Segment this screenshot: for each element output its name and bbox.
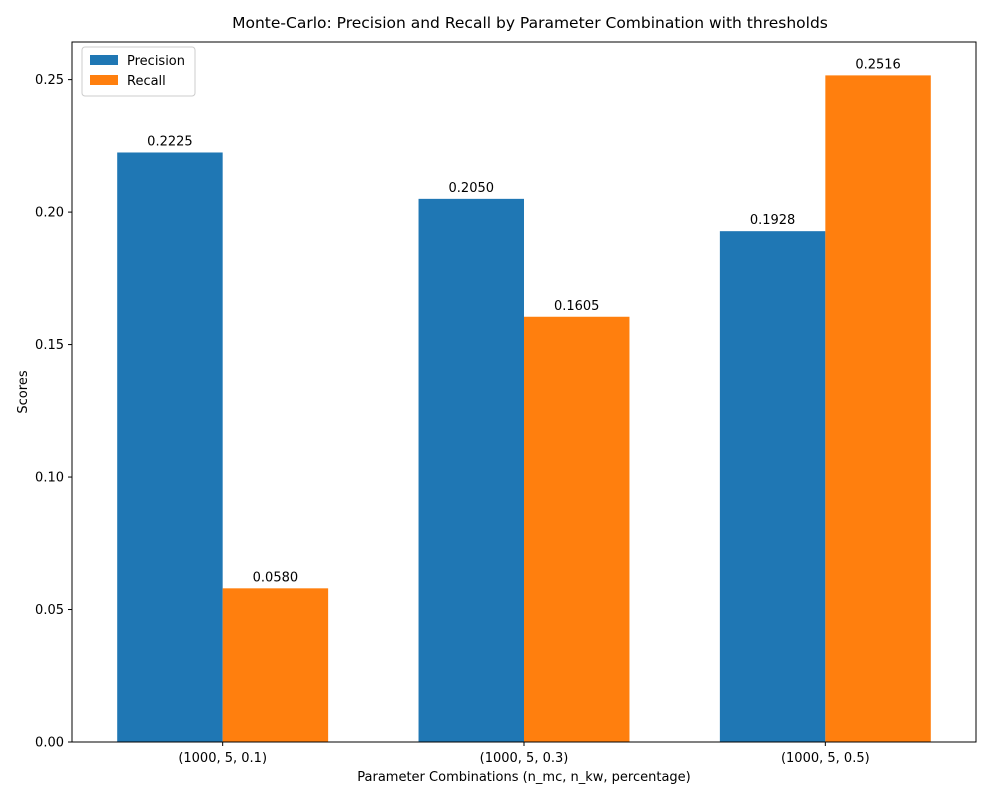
x-axis: (1000, 5, 0.1) (1000, 5, 0.3) (1000, 5, 0.… <box>178 742 870 766</box>
x-tick-label-3: (1000, 5, 0.5) <box>781 751 870 766</box>
y-tick-label-1: 0.00 <box>35 736 64 751</box>
bar-precision-3 <box>719 231 826 742</box>
data-label-precision-3: 0.1928 <box>750 213 796 228</box>
data-labels-layer: 0.2225 0.0580 0.2050 0.1605 0.1928 0.2516 <box>147 57 901 585</box>
y-tick-label-2: 0.05 <box>35 603 64 618</box>
legend-swatch-precision <box>90 55 118 65</box>
y-axis: 0.00 0.05 0.10 0.15 0.20 0.25 <box>35 73 72 751</box>
legend: Precision Recall <box>81 46 196 97</box>
legend-label-precision: Precision <box>127 54 185 69</box>
data-label-precision-1: 0.2225 <box>147 134 193 149</box>
bar-recall-2 <box>524 316 630 742</box>
y-tick-label-6: 0.25 <box>35 73 64 88</box>
bar-precision-1 <box>117 152 223 742</box>
x-tick-label-1: (1000, 5, 0.1) <box>178 751 267 766</box>
bar-precision-2 <box>418 198 524 742</box>
legend-label-recall: Recall <box>127 74 166 89</box>
data-label-precision-2: 0.2050 <box>449 181 495 196</box>
legend-swatch-recall <box>90 75 118 85</box>
x-tick-label-2: (1000, 5, 0.3) <box>480 751 569 766</box>
y-tick-label-5: 0.20 <box>35 206 64 221</box>
y-axis-label: Scores <box>16 370 31 413</box>
bar-recall-3 <box>825 75 931 743</box>
plot-frame <box>71 41 977 743</box>
bars-layer <box>117 75 931 743</box>
data-label-recall-2: 0.1605 <box>554 299 600 314</box>
y-tick-label-4: 0.15 <box>35 338 64 353</box>
data-label-recall-3: 0.2516 <box>855 57 901 72</box>
y-tick-label-3: 0.10 <box>35 471 64 486</box>
bar-recall-1 <box>222 588 329 742</box>
chart-title: Monte-Carlo: Precision and Recall by Par… <box>232 14 828 32</box>
x-axis-label: Parameter Combinations (n_mc, n_kw, perc… <box>357 770 690 785</box>
data-label-recall-1: 0.0580 <box>253 570 299 585</box>
